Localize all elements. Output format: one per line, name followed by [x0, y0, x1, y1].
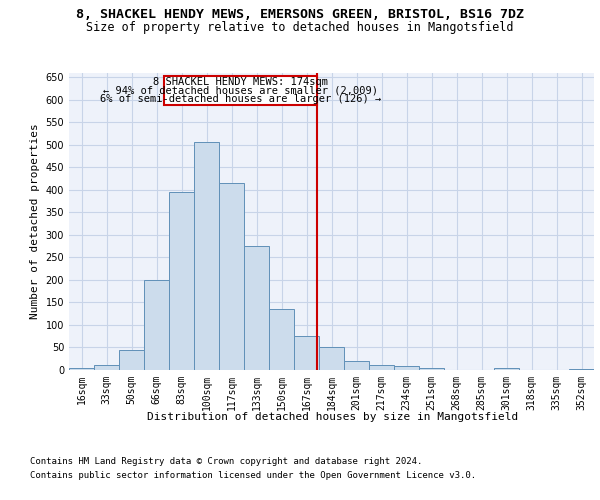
Text: Size of property relative to detached houses in Mangotsfield: Size of property relative to detached ho… [86, 22, 514, 35]
Bar [144, 280, 169, 370]
Text: 8, SHACKEL HENDY MEWS, EMERSONS GREEN, BRISTOL, BS16 7DZ: 8, SHACKEL HENDY MEWS, EMERSONS GREEN, B… [76, 8, 524, 20]
Text: Contains HM Land Registry data © Crown copyright and database right 2024.: Contains HM Land Registry data © Crown c… [30, 458, 422, 466]
Bar [419, 368, 444, 370]
Y-axis label: Number of detached properties: Number of detached properties [30, 124, 40, 319]
Bar [119, 350, 144, 370]
Bar [244, 246, 269, 370]
Bar [319, 348, 344, 370]
Bar [369, 366, 394, 370]
Bar [69, 368, 94, 370]
Bar [494, 368, 519, 370]
Bar [294, 336, 319, 370]
Bar [219, 183, 244, 370]
FancyBboxPatch shape [164, 76, 317, 105]
Text: Distribution of detached houses by size in Mangotsfield: Distribution of detached houses by size … [148, 412, 518, 422]
Bar [394, 366, 419, 370]
Bar [344, 361, 369, 370]
Text: ← 94% of detached houses are smaller (2,009): ← 94% of detached houses are smaller (2,… [103, 86, 378, 96]
Bar [94, 366, 119, 370]
Text: 8 SHACKEL HENDY MEWS: 174sqm: 8 SHACKEL HENDY MEWS: 174sqm [153, 77, 328, 87]
Bar [269, 309, 294, 370]
Bar [194, 142, 219, 370]
Text: 6% of semi-detached houses are larger (126) →: 6% of semi-detached houses are larger (1… [100, 94, 381, 104]
Bar [169, 192, 194, 370]
Bar [569, 369, 594, 370]
Text: Contains public sector information licensed under the Open Government Licence v3: Contains public sector information licen… [30, 472, 476, 480]
